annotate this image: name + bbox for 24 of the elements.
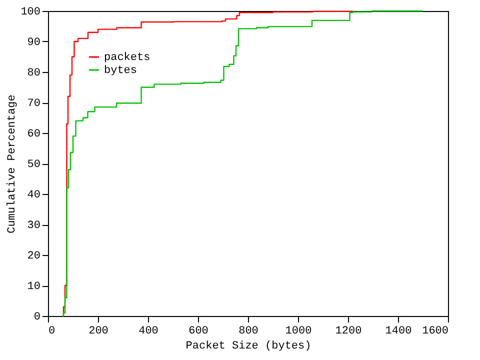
- x-tick-label: 0: [48, 326, 56, 338]
- x-axis-title: Packet Size (bytes): [186, 340, 312, 352]
- y-tick-label: 80: [27, 68, 40, 80]
- x-tick-label: 1600: [422, 326, 448, 338]
- x-tick-label: 600: [188, 326, 208, 338]
- x-tick-label: 1200: [335, 326, 362, 338]
- y-tick-label: 30: [27, 220, 40, 232]
- legend-label: packets: [104, 52, 150, 64]
- y-tick-label: 50: [27, 159, 40, 171]
- legend-label: bytes: [104, 65, 138, 77]
- y-tick-label: 100: [20, 6, 40, 18]
- y-tick-label: 20: [27, 250, 40, 262]
- y-tick-label: 90: [27, 37, 40, 49]
- y-tick-label: 40: [27, 190, 40, 202]
- x-tick-label: 200: [88, 326, 108, 338]
- y-tick-label: 70: [27, 98, 40, 110]
- x-tick-label: 1000: [285, 326, 312, 338]
- y-tick-label: 60: [27, 128, 40, 140]
- x-tick-label: 1400: [385, 326, 412, 338]
- x-tick-label: 400: [138, 326, 158, 338]
- x-tick-label: 800: [238, 326, 258, 338]
- y-tick-label: 10: [27, 281, 40, 293]
- y-tick-label: 0: [34, 312, 40, 324]
- y-axis-title: Cumulative Percentage: [6, 94, 19, 234]
